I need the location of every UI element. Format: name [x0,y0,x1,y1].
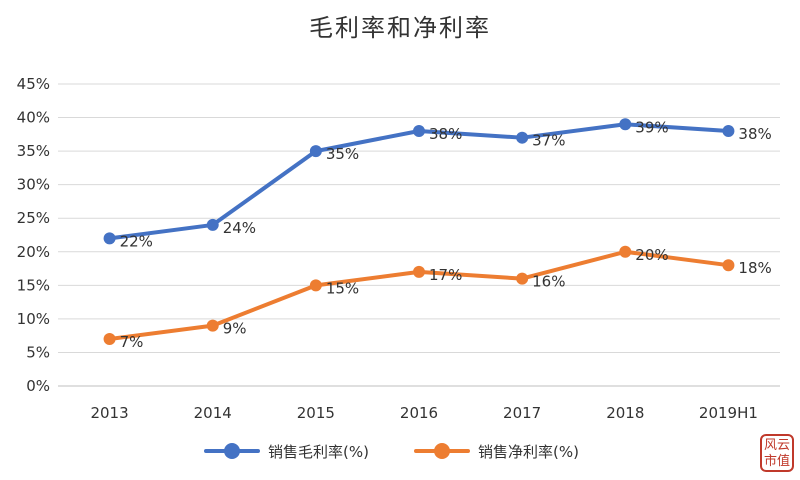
chart-title: 毛利率和净利率 [309,14,491,42]
data-point [309,279,322,292]
data-point [206,319,219,332]
data-label: 38% [738,125,771,143]
legend-item-gross-margin: 销售毛利率(%) [204,436,369,466]
legend-marker [204,443,260,459]
y-tick-label: 10% [17,310,50,328]
data-point [619,118,632,131]
x-tick-label: 2019H1 [699,404,758,422]
x-tick-label: 2018 [606,404,644,422]
y-tick-label: 40% [17,109,50,127]
data-label: 38% [429,125,462,143]
x-tick-label: 2016 [400,404,438,422]
data-label: 17% [429,266,462,284]
data-label: 15% [326,279,359,297]
data-label: 16% [532,273,565,291]
data-point [309,145,322,158]
legend-label: 销售净利率(%) [478,442,579,461]
data-label: 37% [532,132,565,150]
legend: 销售毛利率(%) 销售净利率(%) [0,436,800,466]
data-point [103,232,116,245]
legend-item-net-margin: 销售净利率(%) [414,436,579,466]
series-line-0 [107,122,731,241]
data-label: 20% [635,246,668,264]
data-point [516,272,529,285]
data-label: 35% [326,145,359,163]
y-tick-label: 5% [26,343,50,361]
data-point [413,265,425,278]
legend-marker [414,443,470,459]
data-label: 39% [635,118,668,136]
y-tick-label: 30% [17,176,50,194]
x-tick-label: 2014 [194,404,232,422]
data-point [206,218,219,231]
x-tick-label: 2015 [297,404,335,422]
y-tick-label: 0% [26,377,50,395]
data-label: 9% [223,320,247,338]
brand-logo: 风云 市值 [760,434,794,472]
data-label: 24% [223,219,256,237]
data-point [722,124,735,137]
data-label: 22% [120,232,153,250]
legend-label: 销售毛利率(%) [268,442,369,461]
data-point [722,259,735,272]
data-point [103,333,116,346]
y-tick-label: 45% [17,75,50,93]
y-tick-label: 15% [17,276,50,294]
data-label: 7% [120,333,144,351]
x-tick-label: 2017 [503,404,541,422]
data-point [619,245,632,258]
x-tick-label: 2013 [90,404,128,422]
y-tick-label: 25% [17,209,50,227]
data-point [413,124,425,137]
data-label: 18% [738,259,771,277]
series-line-1 [107,249,731,342]
y-tick-label: 35% [17,142,50,160]
y-tick-label: 20% [17,243,50,261]
data-point [516,131,529,144]
